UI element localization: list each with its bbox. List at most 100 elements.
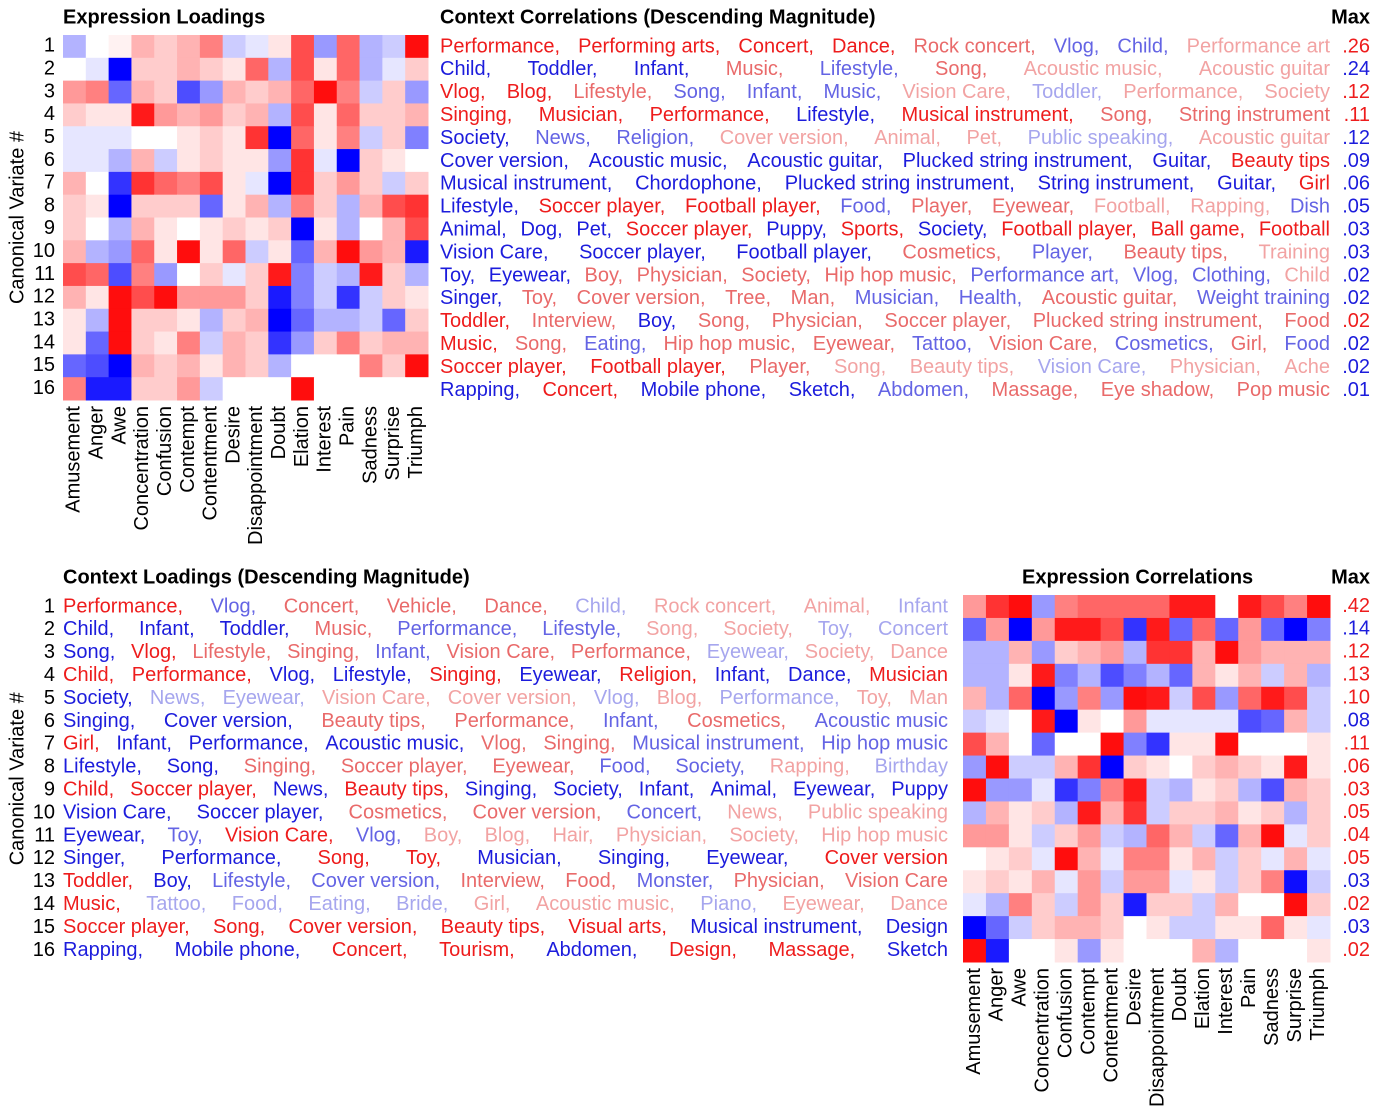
context-word: Singing, — [543, 733, 615, 755]
max-value: .02 — [1342, 310, 1370, 332]
row-label: 2 — [44, 618, 55, 640]
heatmap-cell — [382, 126, 406, 150]
heatmap-cell — [1169, 686, 1193, 711]
max-value: .06 — [1342, 755, 1370, 777]
heatmap-cell — [1100, 870, 1125, 894]
heatmap-cell — [1192, 617, 1216, 642]
context-word: Lifestyle, — [820, 58, 899, 80]
heatmap-cell — [963, 755, 987, 779]
context-word: Cosmetics, — [349, 801, 448, 823]
context-word: Hip hop music — [821, 824, 948, 846]
heatmap-cell — [131, 285, 155, 310]
max-value: .02 — [1342, 333, 1370, 355]
max-value: .03 — [1342, 916, 1370, 938]
context-word: Rapping, — [770, 756, 850, 778]
heatmap-cell — [359, 194, 383, 218]
heatmap-cell — [177, 149, 201, 173]
heatmap-cell — [1031, 663, 1056, 688]
heatmap-cell — [1215, 824, 1239, 848]
row-label: 13 — [33, 870, 55, 892]
heatmap-cell — [1054, 939, 1079, 963]
heatmap-cell — [963, 939, 987, 963]
context-word: Vlog, — [1054, 35, 1100, 57]
context-word: Song, — [318, 847, 370, 869]
heatmap-cell — [131, 217, 155, 241]
heatmap-cell — [963, 801, 987, 825]
heatmap-cell — [268, 149, 292, 173]
heatmap-cell — [1284, 640, 1308, 665]
heatmap-cell — [336, 377, 361, 401]
heatmap-cell — [85, 240, 110, 264]
heatmap-cell — [1100, 893, 1125, 917]
context-word: String instrument, — [1038, 173, 1195, 195]
context-word: Performance, — [719, 687, 839, 709]
heatmap-cell — [1146, 778, 1170, 802]
row-label: 5 — [44, 126, 55, 148]
heatmap-cell — [199, 35, 224, 59]
heatmap-cell — [405, 126, 429, 150]
heatmap-cell — [177, 171, 201, 196]
heatmap-cell — [1261, 755, 1285, 779]
row-label: 10 — [33, 240, 55, 262]
column-label: Disappointment — [245, 406, 267, 545]
heatmap-cell — [1192, 939, 1216, 963]
context-word: Eyewear, — [992, 196, 1074, 218]
heatmap-cell — [1261, 916, 1285, 940]
heatmap-cell — [245, 240, 269, 264]
heatmap-cell — [985, 755, 1010, 779]
context-word: Eyewear, — [782, 893, 864, 915]
heatmap-cell — [313, 217, 338, 241]
context-word: Musician, — [477, 847, 561, 869]
context-word: Lifestyle, — [440, 196, 519, 218]
heatmap-cell — [313, 377, 338, 401]
heatmap-cell — [154, 331, 178, 355]
heatmap-cell — [382, 171, 406, 196]
heatmap-cell — [985, 640, 1010, 665]
row-label: 8 — [44, 194, 55, 216]
heatmap-cell — [245, 263, 269, 287]
heatmap-cell — [268, 103, 292, 127]
context-word: Puppy, — [766, 218, 827, 240]
context-word: Guitar, — [1217, 173, 1276, 195]
heatmap-cell — [313, 171, 338, 196]
heatmap-cell — [405, 240, 429, 264]
heatmap-cell — [1031, 939, 1056, 963]
heatmap-cell — [382, 194, 406, 218]
heatmap-cell — [1169, 824, 1193, 848]
heatmap-cell — [1054, 709, 1079, 734]
context-word: Child, — [575, 595, 626, 617]
heatmap-cell — [245, 149, 269, 173]
heatmap-cell — [245, 171, 269, 196]
heatmap-cell — [382, 35, 406, 59]
heatmap-cell — [1192, 916, 1216, 940]
heatmap-cell — [336, 354, 361, 378]
heatmap-cell — [154, 285, 178, 310]
column-label: Confusion — [1055, 968, 1077, 1058]
context-word: Boy, — [424, 824, 463, 846]
max-value: .09 — [1342, 150, 1370, 172]
panel-title: Expression Loadings — [63, 6, 265, 28]
context-word: Vision Care, — [989, 333, 1098, 355]
heatmap-cell — [1192, 870, 1216, 894]
max-value: .04 — [1342, 824, 1370, 846]
context-word: Song, — [834, 356, 886, 378]
context-word: Vlog, — [211, 595, 257, 617]
context-word: Massage, — [992, 379, 1079, 401]
context-word: Performance, — [440, 35, 560, 57]
heatmap-cell — [1307, 939, 1331, 963]
column-label: Disappointment — [1146, 968, 1168, 1107]
heatmap-cell — [1169, 732, 1193, 757]
heatmap-cell — [1261, 640, 1285, 665]
row-label: 16 — [33, 939, 55, 961]
heatmap-cell — [1008, 663, 1033, 688]
context-word: Rapping, — [440, 379, 520, 401]
context-word: Soccer player, — [341, 756, 468, 778]
context-word: Football — [1259, 218, 1330, 240]
heatmap-cell — [1054, 778, 1079, 802]
heatmap-cell — [199, 171, 224, 196]
heatmap-cell — [1100, 617, 1125, 642]
context-word: Dish — [1290, 196, 1330, 218]
max-value: .24 — [1342, 58, 1370, 80]
context-word: Eyewear, — [813, 333, 895, 355]
heatmap-cell — [1008, 640, 1033, 665]
